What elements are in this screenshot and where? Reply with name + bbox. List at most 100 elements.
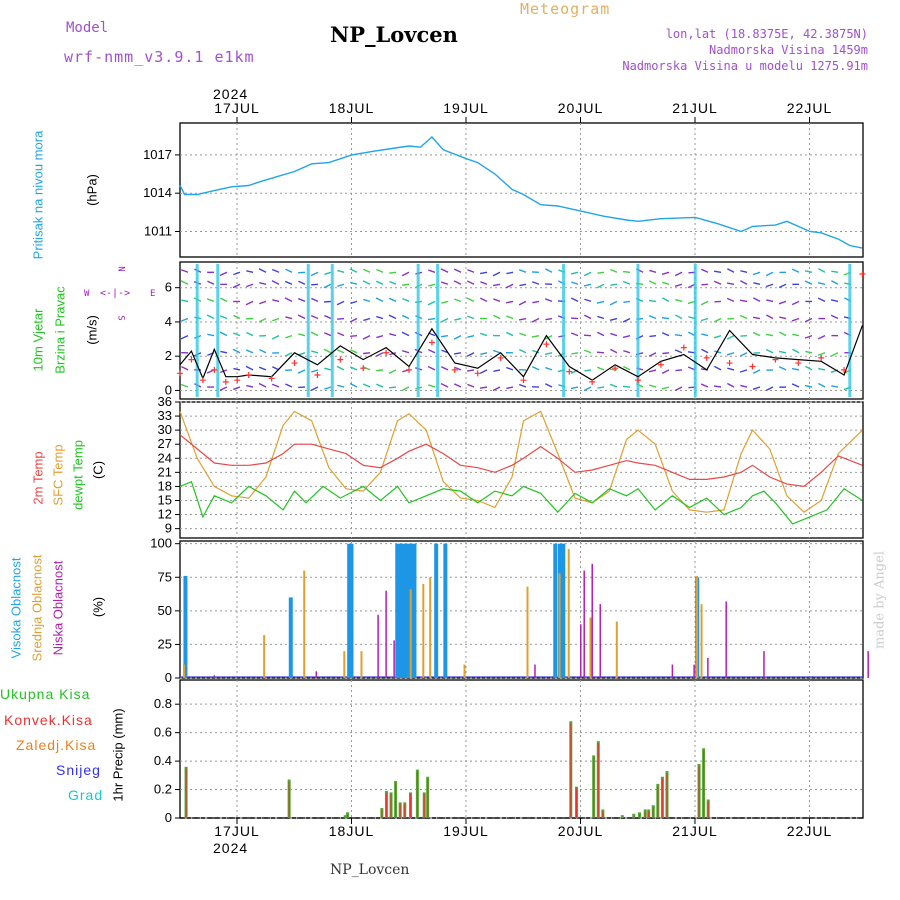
wind-barb [233,314,241,320]
wind-barb [622,270,631,273]
wind-barb [324,271,332,276]
mid-cloud-bar [303,570,306,678]
wind-barb [779,316,787,320]
high-cloud-bar [443,543,448,678]
wind-barb [674,283,683,287]
wind-barb [596,300,605,304]
wind-barb [363,317,371,322]
wind-barb [219,386,228,391]
wind-gust-marker [726,360,733,367]
wind-gust-marker [406,366,412,373]
high-cloud-bar [347,543,352,678]
wind-barb [207,280,215,285]
ytick-label-temp: 9 [165,521,172,536]
precip-conv-bar [639,814,640,818]
mid-cloud-bar [409,589,412,678]
high-cloud-bar [398,543,403,678]
wind-gust-marker [680,344,687,351]
wind-barb [428,384,436,388]
wind-barb [818,268,826,273]
ytick-label-wind: 6 [165,280,172,295]
wind-barb [662,352,670,355]
wind-barb [271,280,280,285]
wind-barb [324,314,332,320]
wind-barb [349,382,358,388]
wind-gust-marker [795,360,802,367]
wind-barb [726,282,735,285]
wind-barb [427,365,436,371]
mid-cloud-bar [463,664,466,678]
wind-barb [584,298,592,303]
wind-barb [674,271,683,277]
wind-barb [324,367,332,371]
wind-gust-marker [245,372,252,379]
wind-barb [661,369,670,374]
year-bottom: 2024 [213,840,249,856]
wind-barb [506,366,514,371]
high-cloud-bar [402,543,407,678]
wind-barb [622,365,631,371]
ytick-label-cloud: 25 [158,636,172,651]
wind-barb [518,348,527,354]
wind-gust-marker [234,377,241,384]
wind-barb [349,317,358,323]
wind-barb [427,349,436,354]
wind-barb [713,280,722,285]
wind-gust-marker [360,365,367,372]
wind-barb [440,366,449,371]
wind-barb [401,386,410,392]
precip-total-label: Ukupna Kisa [0,686,91,702]
wind-barb [649,334,657,338]
precip-conv-bar [576,788,578,818]
wind-barb [401,314,410,320]
wind-barb [726,352,735,356]
wind-barb [791,317,800,322]
wind-gust-marker [841,366,848,373]
wind-barb [402,283,410,286]
wind-barb [596,331,605,337]
wind-barb [232,332,241,337]
wind-barb [258,382,267,388]
wind-barb [752,271,761,276]
wind-barb [519,383,527,388]
wind-barb [440,382,449,388]
low-cloud-bar [693,664,695,678]
sfc-temp-line [179,410,863,513]
wind-barb [362,335,371,340]
wind-barb [219,331,228,337]
wind-barb [401,271,410,277]
model-name: wrf-nmm_v3.9.1 e1km [64,48,255,66]
wind-barb [623,350,631,354]
low-cloud-bar [393,640,395,678]
wind-barb [492,283,501,287]
wind-gust-marker [520,377,527,384]
wind-barb [337,283,345,287]
wind-barb [531,365,540,371]
wind-barb [467,315,475,320]
wind-barb [337,332,345,337]
precip-conv-bar [648,811,650,818]
wind-gust-marker [497,354,504,361]
ytick-label-cloud: 0 [165,670,172,685]
precip-conv-bar [347,814,349,818]
wind-barb [531,281,540,285]
ytick-label-precip: 0.6 [154,725,172,740]
wind-barb [778,283,787,289]
wind-barb [258,366,267,371]
wind-barb [336,300,345,306]
date-label-top: 21JUL [672,100,717,116]
wind-barb [232,348,241,354]
wind-barb [752,369,761,374]
wind-barb [349,268,358,273]
wind-barb [323,348,332,354]
wind-barb [727,367,735,371]
wind-gust-marker [268,375,275,382]
wind-gust-marker [612,365,619,372]
wind-barb [622,317,631,323]
wind-barb [180,335,189,340]
wind-barb [662,297,670,303]
wind-barb [297,369,306,374]
footer-station: NP_Lovcen [330,862,410,878]
high-cloud-bar [395,543,400,678]
wind-barb [402,350,410,354]
